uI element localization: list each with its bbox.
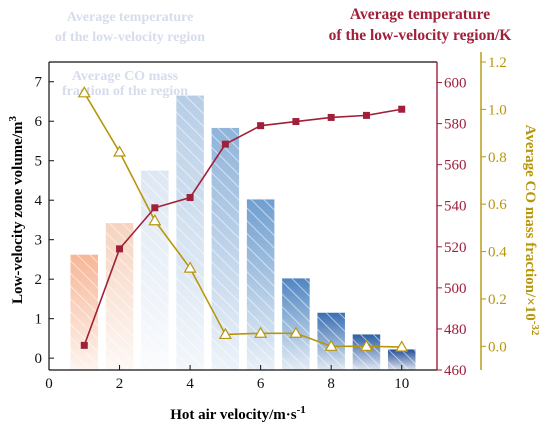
co-fraction-point — [113, 145, 127, 157]
x-tick-label: 6 — [257, 376, 265, 392]
temperature-point — [116, 245, 124, 253]
x-axis-label: Hot air velocity/m·s-1 — [170, 404, 306, 423]
bar-hatch — [282, 278, 310, 370]
chart-title-line2: of the low-velocity region/K — [329, 27, 512, 44]
y-left-tick-label: 3 — [35, 233, 43, 249]
co-fraction-point — [183, 261, 197, 273]
y-left-tick-label: 1 — [35, 312, 43, 328]
temperature-point — [398, 105, 406, 113]
temperature-line — [83, 108, 402, 346]
y-right1-tick-label: 480 — [444, 322, 467, 338]
y-right2-tick-label: 1.0 — [488, 102, 507, 118]
y-right1-tick-label: 580 — [444, 117, 467, 133]
y-left-tick-label: 2 — [35, 272, 43, 288]
x-tick-label: 4 — [186, 376, 194, 392]
y-left-tick-label: 6 — [35, 114, 43, 130]
bar-hatch — [176, 95, 204, 371]
x-tick-label: 0 — [45, 376, 53, 392]
y-axis-right2-label: Average CO mass fraction/×10-32 — [522, 125, 541, 336]
co-fraction-point — [324, 339, 338, 351]
y-right1-tick-label: 460 — [444, 363, 467, 379]
y-right1-tick-label: 500 — [444, 281, 467, 297]
x-tick-label: 8 — [327, 376, 335, 392]
line-series — [77, 86, 409, 352]
y-right2-tick-label: 0.4 — [488, 245, 507, 261]
co-fraction-line — [83, 92, 402, 348]
temperature-point — [151, 204, 159, 212]
faded-overlay-line: of the low-velocity region — [55, 30, 205, 45]
y-left-tick-label: 5 — [35, 154, 43, 170]
co-fraction-point — [218, 327, 232, 340]
temperature-point — [221, 140, 229, 148]
co-fraction-point — [148, 214, 162, 226]
y-left-tick-label: 0 — [35, 351, 43, 367]
bar-hatch — [246, 199, 275, 370]
co-fraction-point — [254, 326, 268, 338]
temperature-point — [292, 118, 300, 126]
bar-hatch — [387, 349, 416, 370]
chart-title-line1: Average temperature — [350, 6, 490, 23]
temperature-point — [327, 113, 335, 121]
faded-overlay-text: Average temperature of the low-velocity r… — [55, 10, 205, 99]
y-right1-tick-label: 520 — [444, 240, 467, 256]
bar-series — [70, 95, 416, 371]
y-right2-tick-label: 0.0 — [488, 339, 507, 355]
temperature-point — [257, 122, 265, 130]
co-fraction-point — [289, 326, 303, 338]
faded-overlay-line: Average CO mass — [72, 69, 179, 84]
y-right1-tick-label: 540 — [444, 199, 467, 215]
y-right1-tick-label: 560 — [444, 158, 467, 174]
faded-overlay-line: Average temperature — [67, 10, 194, 25]
co-fraction-point — [395, 340, 409, 352]
y-left-tick-label: 7 — [35, 75, 43, 91]
y-right2-tick-label: 0.6 — [488, 197, 507, 213]
y-right2-tick-label: 1.2 — [488, 55, 507, 71]
co-fraction-point — [359, 339, 373, 351]
y-right2-tick-label: 0.2 — [488, 292, 507, 308]
x-tick-label: 2 — [116, 376, 124, 392]
bar-hatch — [70, 254, 99, 370]
co-fraction-point — [77, 86, 91, 98]
temperature-point — [186, 194, 194, 202]
y-right1-tick-label: 600 — [444, 76, 467, 92]
faded-overlay-line: fraction of the region — [62, 84, 188, 99]
tick-labels: 0 2 4 6 8 10 0 1 2 3 4 5 6 7 460 480 500 520 540 560 580 600 0… — [35, 55, 508, 392]
temperature-point — [362, 111, 370, 119]
y-right2-tick-label: 0.8 — [488, 150, 507, 166]
x-tick-label: 10 — [394, 376, 409, 392]
y-left-tick-label: 4 — [35, 193, 43, 209]
temperature-point — [80, 341, 88, 349]
bar-hatch — [105, 223, 134, 370]
y-axis-left-label: Low-velocity zone volume/m3 — [7, 116, 26, 304]
